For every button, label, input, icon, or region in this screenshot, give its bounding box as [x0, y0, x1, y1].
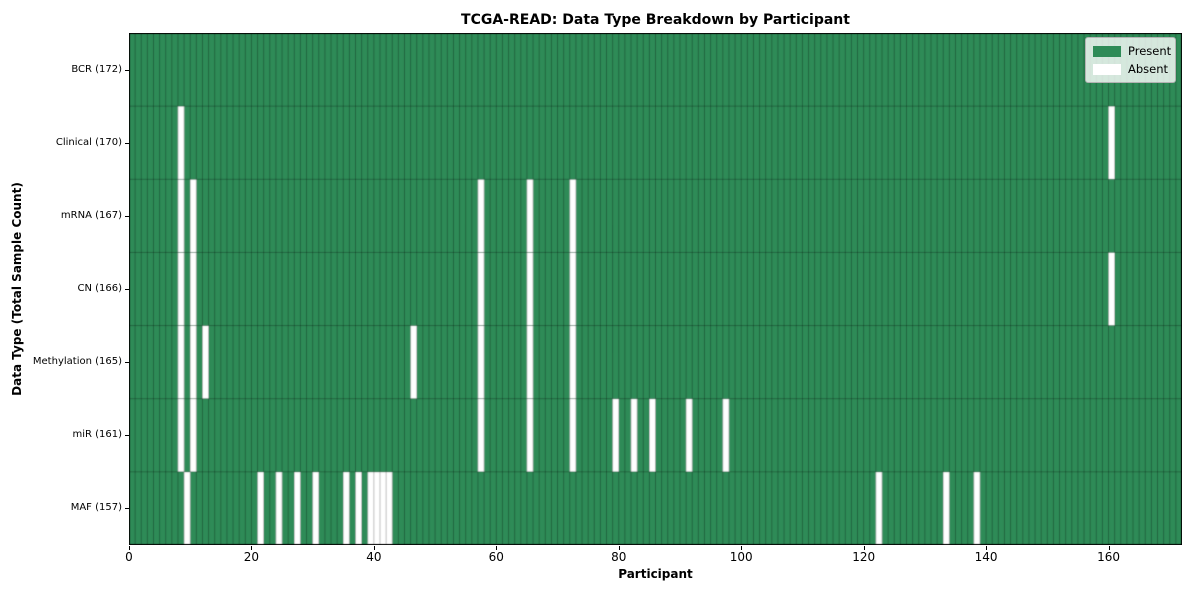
x-tick-label: 20 [243, 550, 260, 564]
legend-item-absent: Absent [1093, 61, 1168, 77]
y-tick-label: BCR (172) [71, 63, 122, 75]
x-tick-mark [373, 546, 375, 550]
legend-item-present: Present [1093, 43, 1172, 59]
x-tick-label: 40 [366, 550, 382, 564]
y-tick-mark [125, 70, 129, 71]
legend-absent-swatch [1093, 63, 1121, 75]
y-tick-label: MAF (157) [70, 502, 122, 514]
y-tick-mark [125, 435, 129, 436]
x-axis-label: Participant [618, 567, 693, 581]
x-tick-label: 120 [852, 550, 876, 564]
legend-present-swatch [1093, 45, 1121, 57]
x-tick-mark [251, 546, 253, 550]
y-tick-mark [125, 216, 129, 217]
x-tick-mark [129, 546, 130, 550]
x-tick-label: 60 [488, 550, 504, 564]
legend-absent-label: Absent [1128, 61, 1169, 76]
x-tick-label: 100 [729, 550, 753, 564]
y-tick-mark [125, 143, 129, 144]
x-tick-label: 160 [1097, 550, 1120, 564]
x-tick-mark [618, 546, 620, 550]
y-tick-mark [125, 362, 129, 363]
legend-present-label: Present [1128, 43, 1172, 58]
x-tick-mark [986, 546, 988, 550]
x-tick-label: 80 [611, 550, 627, 564]
x-tick-mark [863, 546, 865, 550]
y-tick-mark [125, 289, 129, 290]
chart-title: TCGA-READ: Data Type Breakdown by Partic… [461, 12, 850, 28]
x-tick-mark [496, 546, 498, 550]
x-tick-label: 140 [974, 550, 998, 564]
x-tick-mark [1108, 546, 1110, 550]
legend: Present Absent [1085, 37, 1176, 83]
x-tick-mark [741, 546, 743, 550]
heatmap-canvas [129, 33, 1182, 545]
y-tick-label: miR (161) [72, 429, 122, 441]
y-tick-mark [125, 508, 129, 509]
y-tick-label: Clinical (170) [55, 136, 122, 148]
y-tick-label: Methylation (165) [32, 356, 122, 368]
x-tick-label: 0 [125, 550, 133, 564]
y-tick-label: CN (166) [77, 283, 122, 294]
y-tick-label: mRNA (167) [60, 209, 122, 221]
